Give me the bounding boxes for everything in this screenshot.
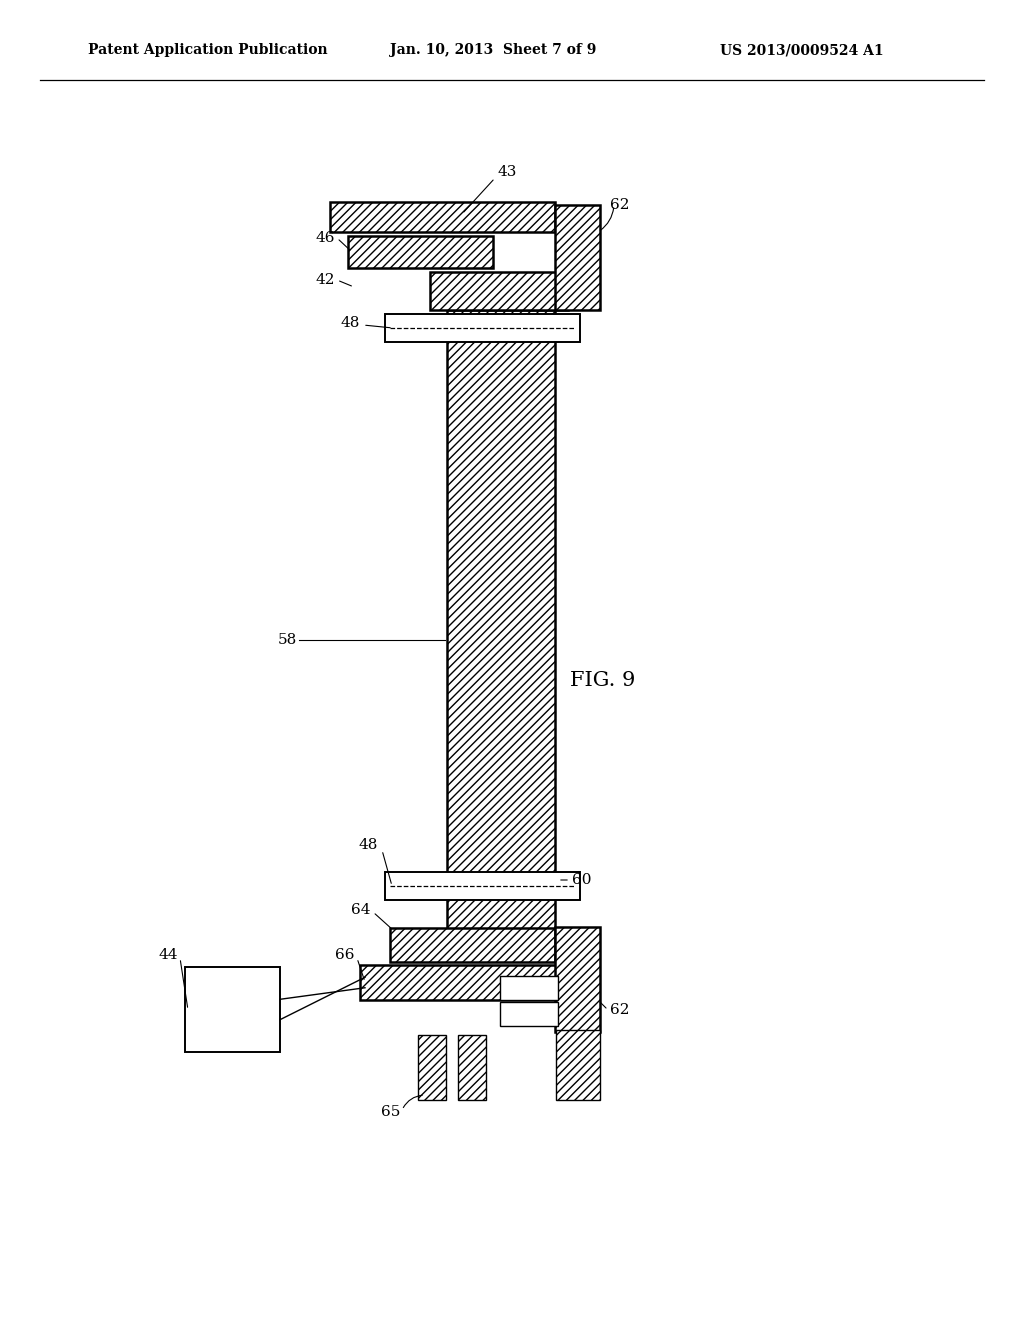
Text: 64: 64 [350,903,370,917]
Text: 42: 42 [315,273,335,286]
Text: 65: 65 [381,1105,400,1119]
Bar [500,975,558,1001]
Bar [390,928,555,962]
Bar [556,1030,600,1100]
Bar [185,968,280,1052]
Text: 48: 48 [358,838,378,851]
Text: Jan. 10, 2013  Sheet 7 of 9: Jan. 10, 2013 Sheet 7 of 9 [390,44,596,57]
Text: 62: 62 [610,198,630,213]
Bar [418,1035,446,1100]
Text: 43: 43 [497,165,516,180]
Text: 62: 62 [610,1003,630,1016]
Bar [385,314,580,342]
Bar [555,205,600,310]
Text: US 2013/0009524 A1: US 2013/0009524 A1 [720,44,884,57]
Text: FIG. 9: FIG. 9 [570,671,635,689]
Text: 66: 66 [336,948,355,962]
Bar [360,965,558,1001]
Bar [458,1035,486,1100]
Bar [330,202,555,232]
Bar [555,927,600,1032]
Bar [348,236,493,268]
Bar [500,1002,558,1026]
Text: 48: 48 [341,315,360,330]
Text: 58: 58 [278,634,297,647]
Bar [447,310,555,954]
Bar [385,873,580,900]
Text: Patent Application Publication: Patent Application Publication [88,44,328,57]
Text: 44: 44 [159,948,178,962]
Text: 46: 46 [315,231,335,246]
Text: 60: 60 [572,873,592,887]
Bar [430,272,568,310]
